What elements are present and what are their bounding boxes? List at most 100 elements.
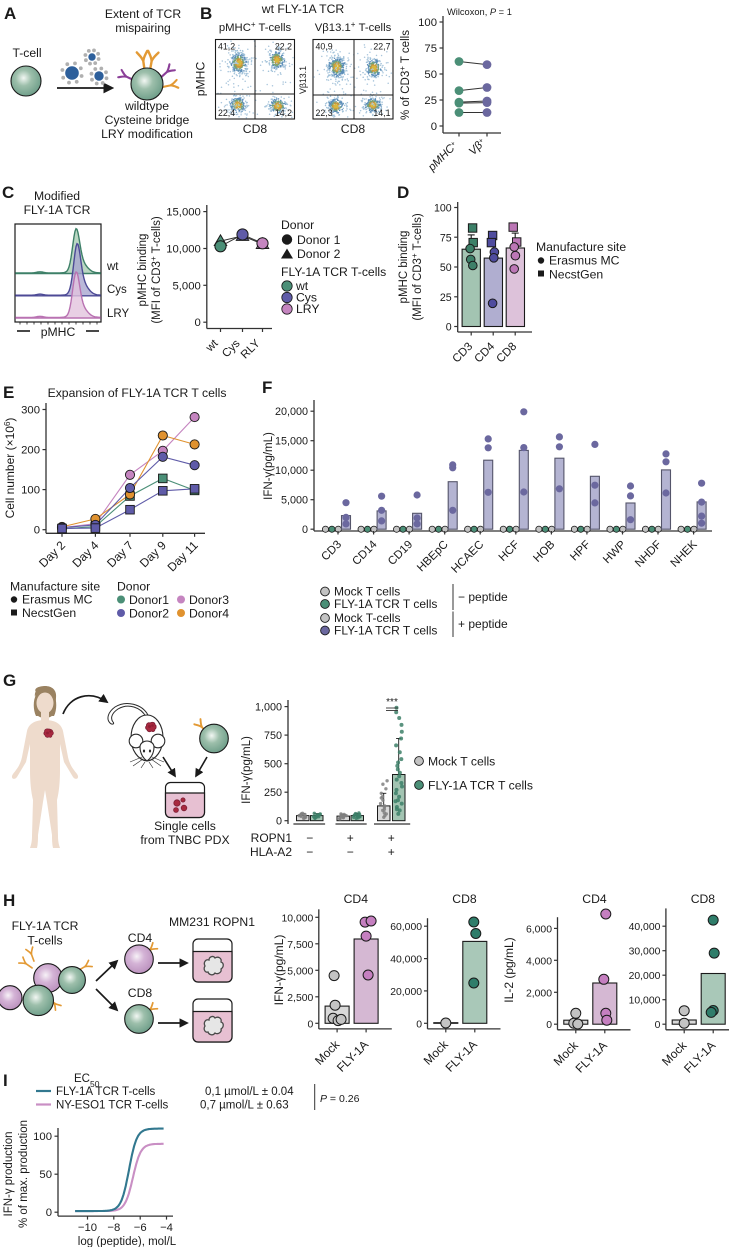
svg-text:1,000: 1,000 <box>255 702 282 714</box>
svg-text:Donor1: Donor1 <box>129 593 169 607</box>
svg-text:MM231 ROPN1: MM231 ROPN1 <box>169 915 255 929</box>
svg-text:15,000: 15,000 <box>275 436 308 448</box>
svg-text:+: + <box>388 831 395 845</box>
svg-text:Cys: Cys <box>107 284 127 296</box>
svg-text:Vβ13.1+ T-cells: Vβ13.1+ T-cells <box>315 20 392 35</box>
svg-text:pMHC binding: pMHC binding <box>398 231 410 304</box>
svg-text:Manufacture site: Manufacture site <box>10 580 100 594</box>
svg-text:+: + <box>388 845 395 859</box>
svg-text:Donor3: Donor3 <box>189 593 229 607</box>
svg-text:40,000: 40,000 <box>629 922 661 933</box>
svg-text:Cell number (×106): Cell number (×106) <box>3 418 18 519</box>
svg-text:100: 100 <box>21 485 40 497</box>
svg-text:LRY modification: LRY modification <box>101 127 193 141</box>
svg-text:LRY: LRY <box>296 302 320 316</box>
svg-text:A: A <box>4 4 16 23</box>
svg-text:5,000: 5,000 <box>173 280 201 292</box>
svg-text:ROPN1: ROPN1 <box>251 831 293 845</box>
svg-text:P = 0.26: P = 0.26 <box>320 1093 360 1105</box>
svg-text:0: 0 <box>276 816 282 828</box>
svg-text:IL-2 (pg/mL): IL-2 (pg/mL) <box>502 937 516 1002</box>
svg-text:FLY-1A TCR T-cells: FLY-1A TCR T-cells <box>56 1086 156 1098</box>
svg-text:0: 0 <box>416 1019 422 1030</box>
svg-text:mispairing: mispairing <box>115 21 171 35</box>
svg-text:FLY-1A TCR T cells: FLY-1A TCR T cells <box>334 624 437 638</box>
svg-text:Donor 1: Donor 1 <box>297 233 341 247</box>
svg-text:−8: −8 <box>107 1222 120 1234</box>
svg-text:Modified: Modified <box>34 189 80 203</box>
svg-text:22,3: 22,3 <box>316 108 333 118</box>
svg-text:40,000: 40,000 <box>390 955 422 966</box>
svg-text:100: 100 <box>418 17 437 29</box>
svg-text:4,000: 4,000 <box>526 956 552 967</box>
svg-text:(MFI of CD3+ T-cells): (MFI of CD3+ T-cells) <box>149 216 164 324</box>
svg-text:+ peptide: + peptide <box>458 617 508 631</box>
svg-text:Cys: Cys <box>296 291 317 305</box>
svg-text:NecstGen: NecstGen <box>549 268 603 282</box>
svg-text:Erasmus MC: Erasmus MC <box>22 593 93 607</box>
svg-text:Donor: Donor <box>281 218 314 232</box>
svg-text:CD8: CD8 <box>691 892 716 906</box>
svg-text:FLY-1A TCR T cells: FLY-1A TCR T cells <box>428 779 533 793</box>
svg-text:6,000: 6,000 <box>526 924 552 935</box>
svg-text:5,000: 5,000 <box>287 966 313 977</box>
svg-text:30,000: 30,000 <box>629 947 661 958</box>
svg-text:Donor2: Donor2 <box>129 607 169 621</box>
svg-text:75: 75 <box>424 43 437 55</box>
svg-text:7,500: 7,500 <box>287 940 313 951</box>
svg-text:22,2: 22,2 <box>275 42 292 52</box>
svg-text:Cysteine bridge: Cysteine bridge <box>105 113 190 127</box>
svg-text:22,4: 22,4 <box>218 108 235 118</box>
svg-text:Mock T cells: Mock T cells <box>428 755 495 769</box>
svg-text:Donor: Donor <box>117 580 150 594</box>
svg-text:wt: wt <box>295 279 309 293</box>
svg-text:Vβ13.1: Vβ13.1 <box>298 66 308 94</box>
svg-text:20,000: 20,000 <box>275 406 308 418</box>
svg-text:−10: −10 <box>78 1222 97 1234</box>
svg-text:NecstGen: NecstGen <box>22 606 76 620</box>
svg-text:CD4: CD4 <box>582 892 607 906</box>
svg-text:10,000: 10,000 <box>166 243 201 255</box>
svg-text:50: 50 <box>424 69 437 81</box>
svg-text:Single cells: Single cells <box>154 819 216 833</box>
svg-text:60,000: 60,000 <box>390 922 422 933</box>
svg-text:T-cells: T-cells <box>27 934 62 948</box>
svg-text:Donor 2: Donor 2 <box>297 247 341 261</box>
svg-text:% of CD3+ T cells: % of CD3+ T cells <box>398 30 413 120</box>
svg-text:pMHC: pMHC <box>194 62 208 97</box>
svg-text:B: B <box>200 4 212 23</box>
svg-text:Wilcoxon, P = 1: Wilcoxon, P = 1 <box>447 7 512 17</box>
svg-text:0,7 µmol/L ± 0.63: 0,7 µmol/L ± 0.63 <box>200 1100 289 1112</box>
svg-text:CD4: CD4 <box>128 931 153 945</box>
svg-text:2,500: 2,500 <box>287 993 313 1004</box>
svg-text:FLY-1A TCR: FLY-1A TCR <box>12 919 79 933</box>
svg-text:FLY-1A TCR T cells: FLY-1A TCR T cells <box>334 597 437 611</box>
svg-text:LRY: LRY <box>107 308 129 320</box>
svg-text:10,000: 10,000 <box>629 996 661 1007</box>
svg-text:14,2: 14,2 <box>275 108 292 118</box>
svg-text:10,000: 10,000 <box>282 913 314 924</box>
svg-text:−6: −6 <box>134 1222 147 1234</box>
svg-text:14,1: 14,1 <box>373 108 390 118</box>
svg-text:+: + <box>347 831 354 845</box>
svg-text:0: 0 <box>655 1020 661 1031</box>
svg-text:FLY-1A TCR: FLY-1A TCR <box>24 203 91 217</box>
svg-text:IFN-γ(pg/mL): IFN-γ(pg/mL) <box>241 736 253 804</box>
svg-text:50: 50 <box>39 1169 52 1181</box>
svg-text:300: 300 <box>21 405 40 417</box>
svg-text:Erasmus MC: Erasmus MC <box>549 254 620 268</box>
svg-text:wt: wt <box>106 261 119 273</box>
svg-text:from TNBC PDX: from TNBC PDX <box>140 833 229 847</box>
svg-text:NY-ESO1 TCR T-cells: NY-ESO1 TCR T-cells <box>56 1100 169 1112</box>
svg-text:CD8: CD8 <box>243 122 268 136</box>
svg-text:IFN-γ(pg/mL): IFN-γ(pg/mL) <box>272 935 286 1006</box>
svg-text:100: 100 <box>33 1131 52 1143</box>
svg-text:CD4: CD4 <box>344 892 369 906</box>
svg-text:F: F <box>262 378 272 397</box>
svg-text:0: 0 <box>546 1020 552 1031</box>
svg-text:I: I <box>3 1071 8 1090</box>
svg-text:25: 25 <box>424 95 437 107</box>
svg-text:Expansion of FLY-1A TCR T cell: Expansion of FLY-1A TCR T cells <box>48 386 227 400</box>
svg-text:22,7: 22,7 <box>373 42 390 52</box>
svg-text:pMHC: pMHC <box>41 325 76 339</box>
